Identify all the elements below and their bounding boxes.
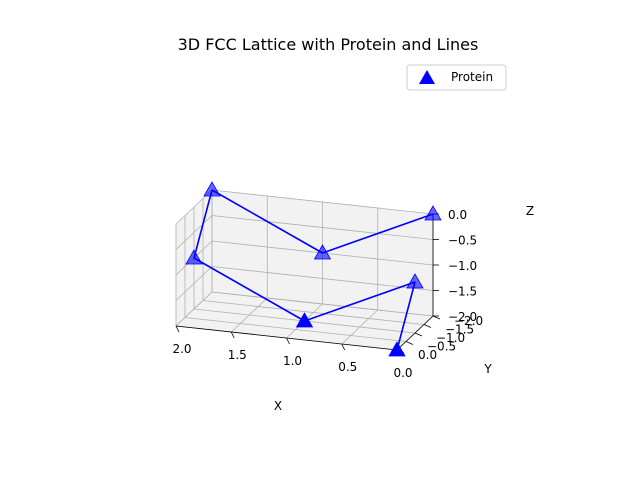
z-tick-label: −1.5 [448, 285, 477, 299]
y-tick [423, 324, 432, 328]
series-segment [211, 189, 323, 254]
z-tick-label: 0.0 [448, 208, 467, 222]
series-segment [322, 213, 434, 254]
legend: Protein [406, 64, 507, 91]
x-tick-label: 2.0 [172, 342, 191, 356]
data-point-marker [313, 244, 332, 260]
y-tick-label: −0.5 [427, 340, 456, 354]
grid-line [211, 266, 434, 291]
y-tick-label: −1.5 [445, 323, 474, 337]
z-tick-label: −2.0 [448, 310, 477, 324]
data-point-marker [424, 205, 442, 221]
series-markers [185, 181, 442, 357]
x-tick [230, 331, 235, 339]
series-lines [193, 189, 434, 351]
x-tick-label: 1.0 [283, 354, 302, 368]
z-axis-label: Z [526, 204, 534, 218]
x-tick-label: 0.5 [338, 360, 357, 374]
data-point-marker [388, 341, 406, 357]
grid-line [202, 300, 425, 325]
series-segment [193, 257, 305, 322]
y-axis-label: Y [483, 362, 492, 376]
x-axis-label: X [274, 399, 282, 413]
legend-triangle-icon [419, 70, 435, 84]
data-point-marker [185, 249, 203, 265]
z-tick-label: −0.5 [448, 234, 477, 248]
chart-title: 3D FCC Lattice with Protein and Lines [178, 35, 479, 54]
legend-entry-protein: Protein [451, 70, 493, 84]
grid-line [175, 291, 213, 327]
grid-line [175, 266, 213, 301]
axes-ticks: 2.0 1.5 1.0 0.5 0.0−2.0−1.5−1.0−0.50.00.0−0.… [172, 208, 483, 380]
y-tick-label: −1.0 [436, 331, 465, 345]
data-point-marker [295, 312, 314, 328]
y-tick [414, 332, 423, 337]
x-tick [341, 343, 346, 351]
x-tick [175, 325, 180, 333]
grid-line [230, 297, 268, 333]
grid-line [211, 291, 434, 317]
series-segment [304, 281, 416, 322]
y-tick [405, 341, 414, 345]
series-segment [396, 281, 416, 351]
y-tick-label: 0.0 [418, 348, 437, 362]
series-segment [193, 189, 213, 259]
data-point-marker [203, 181, 221, 197]
data-point-marker [406, 273, 424, 289]
z-tick-label: −1.0 [448, 259, 477, 273]
x-tick [286, 337, 290, 345]
y-tick-label: −2.0 [454, 314, 483, 328]
x-tick-label: 1.5 [228, 348, 247, 362]
x-tick-label: 0.0 [393, 366, 412, 380]
y-tick [432, 315, 441, 320]
